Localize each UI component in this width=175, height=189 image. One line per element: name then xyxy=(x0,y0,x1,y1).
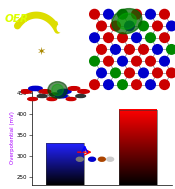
Circle shape xyxy=(153,21,162,31)
Circle shape xyxy=(146,56,155,66)
Circle shape xyxy=(139,21,148,31)
Circle shape xyxy=(98,157,105,161)
Circle shape xyxy=(76,94,85,98)
Circle shape xyxy=(47,98,57,101)
Circle shape xyxy=(104,9,113,19)
Circle shape xyxy=(28,98,37,101)
Circle shape xyxy=(153,68,162,78)
Circle shape xyxy=(132,9,141,19)
Circle shape xyxy=(118,33,127,43)
Circle shape xyxy=(89,157,96,161)
Circle shape xyxy=(73,27,79,33)
Circle shape xyxy=(68,87,80,90)
Circle shape xyxy=(111,21,120,31)
Circle shape xyxy=(90,56,99,66)
Circle shape xyxy=(118,80,127,89)
Circle shape xyxy=(78,90,89,93)
Circle shape xyxy=(104,56,113,66)
Circle shape xyxy=(56,94,67,98)
Circle shape xyxy=(111,45,120,54)
Circle shape xyxy=(66,34,72,40)
Circle shape xyxy=(90,80,99,89)
Circle shape xyxy=(90,9,99,19)
Circle shape xyxy=(37,94,47,98)
Circle shape xyxy=(160,56,169,66)
Ellipse shape xyxy=(117,13,136,29)
Circle shape xyxy=(132,33,141,43)
Y-axis label: Overpotential (mV): Overpotential (mV) xyxy=(10,112,15,164)
Circle shape xyxy=(66,98,76,101)
Circle shape xyxy=(139,45,148,54)
Text: OH$^-$: OH$^-$ xyxy=(7,52,27,63)
Circle shape xyxy=(97,21,106,31)
Circle shape xyxy=(104,80,113,89)
Circle shape xyxy=(90,33,99,43)
Circle shape xyxy=(20,90,32,93)
Circle shape xyxy=(160,9,169,19)
Circle shape xyxy=(104,33,113,43)
Circle shape xyxy=(118,9,127,19)
Circle shape xyxy=(132,56,141,66)
Circle shape xyxy=(125,21,134,31)
Circle shape xyxy=(167,21,175,31)
Text: O$_2$: O$_2$ xyxy=(55,8,67,20)
Circle shape xyxy=(132,80,141,89)
Circle shape xyxy=(160,80,169,89)
Circle shape xyxy=(97,45,106,54)
Bar xyxy=(120,110,157,185)
Ellipse shape xyxy=(52,84,63,96)
Ellipse shape xyxy=(112,9,142,34)
Circle shape xyxy=(139,68,148,78)
Bar xyxy=(46,143,83,185)
Circle shape xyxy=(146,9,155,19)
Circle shape xyxy=(97,68,106,78)
Circle shape xyxy=(29,86,42,91)
Text: OER: OER xyxy=(5,14,29,24)
Circle shape xyxy=(57,24,65,32)
Circle shape xyxy=(76,157,83,161)
Ellipse shape xyxy=(48,82,67,98)
Circle shape xyxy=(146,33,155,43)
Circle shape xyxy=(125,68,134,78)
Circle shape xyxy=(167,45,175,54)
Circle shape xyxy=(50,93,60,96)
Circle shape xyxy=(153,45,162,54)
Circle shape xyxy=(118,56,127,66)
Circle shape xyxy=(107,157,114,161)
Circle shape xyxy=(160,33,169,43)
Circle shape xyxy=(125,45,134,54)
Circle shape xyxy=(167,68,175,78)
Text: ✶: ✶ xyxy=(37,47,46,57)
Circle shape xyxy=(58,89,71,94)
Circle shape xyxy=(146,80,155,89)
Circle shape xyxy=(65,15,74,24)
Circle shape xyxy=(39,90,51,93)
Circle shape xyxy=(111,68,120,78)
